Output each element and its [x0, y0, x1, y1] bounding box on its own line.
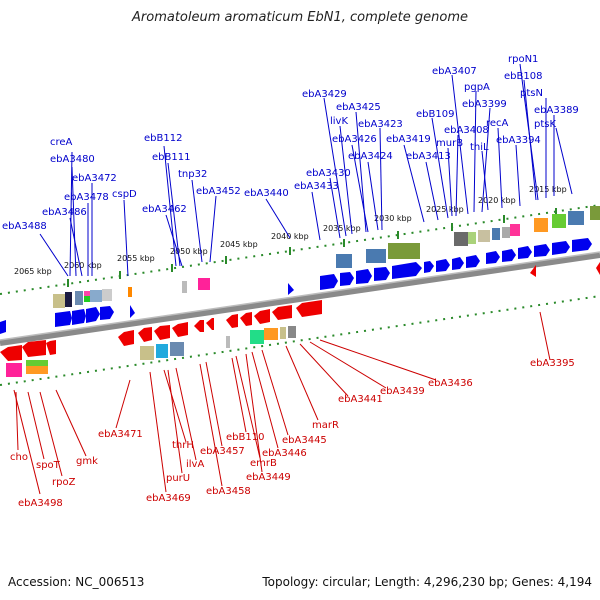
tick-label: 2015 kbp: [529, 185, 567, 194]
outer-dotted-track: [0, 204, 600, 295]
gene-label: ebA3445: [282, 435, 327, 446]
gene-label: ebA3472: [72, 173, 117, 184]
gene-label: ebA3458: [206, 486, 251, 497]
gene-label: ebA3486: [42, 207, 87, 218]
gene-label: ebA3419: [386, 134, 431, 145]
map-title: Aromatoleum aromaticum EbN1, complete ge…: [132, 10, 468, 25]
tick-label: 2025 kbp: [426, 205, 464, 214]
gene-label: ebA3395: [530, 358, 575, 369]
accession-text: Accession: NC_006513: [8, 575, 145, 589]
gene-label: pgpA: [464, 82, 490, 93]
gene-label: ebA3449: [246, 472, 291, 483]
inner-dotted-track: [0, 295, 600, 386]
gene-label: ebA3389: [534, 105, 579, 116]
tick-label: 2050 kbp: [170, 247, 208, 256]
tick-label: 2060 kbp: [64, 261, 102, 270]
gene-label: ebA3423: [358, 119, 403, 130]
gene-label: ebA3429: [302, 89, 347, 100]
gene-label: ebA3413: [406, 151, 451, 162]
reverse-genes: [0, 262, 600, 361]
gene-label: livK: [330, 116, 348, 127]
gene-label: ebB109: [416, 109, 454, 120]
gene-label: ebA3439: [380, 386, 425, 397]
gene-label: ebA3408: [444, 125, 489, 136]
gene-label: ebB110: [226, 432, 264, 443]
gene-label: recA: [486, 118, 509, 129]
gene-label: ebB111: [152, 152, 190, 163]
gene-label: cho: [10, 452, 28, 463]
gene-label: ebA3452: [196, 186, 241, 197]
gene-label: ebB108: [504, 71, 542, 82]
forward-label-lines: [39, 63, 573, 277]
gene-label: thrH: [172, 440, 194, 451]
gene-label: ebA3399: [462, 99, 507, 110]
reverse-gene-labels: cho spoT rpoZ gmk ebA3498 ebA3471 ebA346…: [10, 358, 575, 509]
gene-label: ebA3430: [306, 168, 351, 179]
gene-label: tnp32: [178, 169, 207, 180]
gene-label: ebA3436: [428, 378, 473, 389]
forward-gene-labels: ebA3488 creA ebA3480 ebA3486 ebA3478 ebA…: [2, 54, 579, 232]
outer-feature-blocks: [53, 206, 600, 308]
gene-label: ebA3457: [200, 446, 245, 457]
gene-label: rpoZ: [52, 477, 76, 488]
gene-label: ebA3407: [432, 66, 477, 77]
gene-label: ebA3394: [496, 135, 541, 146]
tick-label: 2020 kbp: [478, 196, 516, 205]
scale-ticks: [67, 208, 557, 287]
gene-label: ebA3425: [336, 102, 381, 113]
gene-label: gmk: [76, 456, 98, 467]
gene-label: ebA3433: [294, 181, 339, 192]
gene-label: ebA3480: [50, 154, 95, 165]
inner-feature-blocks: [6, 326, 296, 377]
tick-label: 2030 kbp: [374, 214, 412, 223]
tick-label: 2035 kbp: [323, 224, 361, 233]
topology-summary: Topology: circular; Length: 4,296,230 bp…: [262, 575, 592, 589]
gene-label: ebA3488: [2, 221, 47, 232]
gene-label: emrB: [250, 458, 277, 469]
gene-label: purU: [166, 473, 190, 484]
tick-label: 2040 kbp: [271, 232, 309, 241]
tick-labels: 2065 kbp 2060 kbp 2055 kbp 2050 kbp 2045…: [14, 185, 567, 276]
gene-label: ebB112: [144, 133, 182, 144]
gene-label: ebA3469: [146, 493, 191, 504]
gene-label: ebA3478: [64, 192, 109, 203]
gene-label: marR: [312, 420, 339, 431]
gene-label: murB: [436, 138, 463, 149]
gene-label: ebA3498: [18, 498, 63, 509]
gene-label: creA: [50, 137, 73, 148]
gene-label: ebA3440: [244, 188, 289, 199]
tick-label: 2055 kbp: [117, 254, 155, 263]
reverse-label-lines: [13, 311, 551, 495]
gene-label: ebA3446: [262, 448, 307, 459]
gene-label: ilvA: [186, 459, 204, 470]
gene-label: ebA3471: [98, 429, 143, 440]
gene-label: ptsK: [534, 119, 556, 130]
gene-label: ebA3441: [338, 394, 383, 405]
tick-label: 2065 kbp: [14, 267, 52, 276]
gene-label: spoT: [36, 460, 61, 471]
gene-label: ebA3426: [332, 134, 377, 145]
gene-label: ebA3424: [348, 151, 393, 162]
gene-label: ptsN: [520, 88, 543, 99]
gene-label: cspD: [112, 189, 137, 200]
gene-label: rpoN1: [508, 54, 538, 65]
tick-label: 2045 kbp: [220, 240, 258, 249]
forward-genes: [0, 238, 592, 334]
backbone: [0, 251, 600, 346]
gene-label: thiL: [470, 142, 489, 153]
gene-label: ebA3462: [142, 204, 187, 215]
